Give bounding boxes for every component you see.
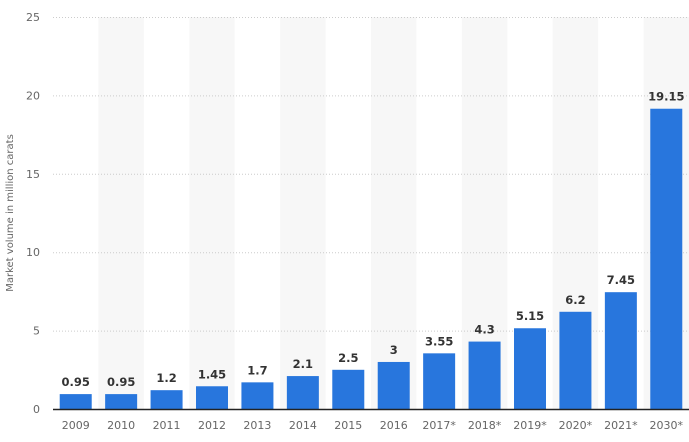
y-tick-label: 20	[26, 89, 40, 102]
y-tick-label: 25	[26, 11, 40, 24]
bar[interactable]	[196, 386, 228, 409]
x-tick-label: 2011	[153, 419, 181, 432]
bar[interactable]	[559, 311, 592, 409]
value-label: 1.45	[198, 367, 226, 381]
y-tick-label: 15	[26, 168, 40, 181]
value-label: 2.5	[338, 351, 358, 365]
x-tick-label: 2013	[243, 419, 271, 432]
x-tick-label: 2020*	[559, 419, 593, 432]
gridlines	[53, 17, 689, 332]
value-label: 19.15	[648, 90, 684, 104]
y-tick-label: 10	[26, 246, 40, 259]
bar[interactable]	[150, 390, 183, 409]
bar[interactable]	[105, 394, 138, 409]
bar[interactable]	[377, 361, 410, 409]
x-tick-label: 2030*	[650, 419, 684, 432]
x-tick-label: 2010	[107, 419, 135, 432]
y-axis-ticks: 0 5 10 15 20 25	[26, 11, 40, 416]
y-tick-label: 0	[33, 403, 40, 416]
value-label: 6.2	[565, 293, 585, 307]
band	[371, 17, 417, 409]
bar[interactable]	[59, 394, 92, 409]
x-tick-label: 2018*	[468, 419, 502, 432]
band	[280, 17, 326, 409]
value-label: 1.2	[156, 371, 176, 385]
x-tick-label: 2009	[62, 419, 90, 432]
bar[interactable]	[604, 292, 637, 409]
y-tick-label: 5	[33, 325, 40, 338]
bar[interactable]	[468, 341, 501, 409]
bar[interactable]	[514, 328, 546, 409]
value-label: 1.7	[247, 363, 267, 377]
value-label: 2.1	[293, 357, 313, 371]
x-tick-label: 2016	[380, 419, 408, 432]
x-tick-label: 2014	[289, 419, 317, 432]
value-label: 0.95	[107, 375, 135, 389]
x-tick-label: 2017*	[422, 419, 456, 432]
value-label: 7.45	[607, 273, 635, 287]
value-labels: 0.95 0.95 1.2 1.45 1.7 2.1 2.5 3 3.55 4.3 5.15 6.2 7…	[62, 90, 685, 389]
bar[interactable]	[332, 369, 365, 409]
x-tick-label: 2012	[198, 419, 226, 432]
bar[interactable]	[241, 382, 274, 409]
bars	[59, 108, 683, 409]
x-tick-label: 2015	[334, 419, 362, 432]
x-tick-label: 2019*	[513, 419, 547, 432]
value-label: 3.55	[425, 334, 453, 348]
value-label: 5.15	[516, 309, 544, 323]
bar[interactable]	[650, 108, 683, 409]
y-axis-label: Market volume in million carats	[5, 134, 16, 292]
value-label: 4.3	[474, 323, 494, 337]
band	[98, 17, 144, 409]
x-tick-label: 2021*	[604, 419, 638, 432]
bar[interactable]	[286, 376, 319, 409]
bar[interactable]	[423, 353, 456, 409]
value-label: 0.95	[62, 375, 90, 389]
value-label: 3	[390, 343, 398, 357]
band	[189, 17, 235, 409]
x-axis-ticks: 2009 2010 2011 2012 2013 2014 2015 2016 2017* 201…	[62, 419, 684, 432]
